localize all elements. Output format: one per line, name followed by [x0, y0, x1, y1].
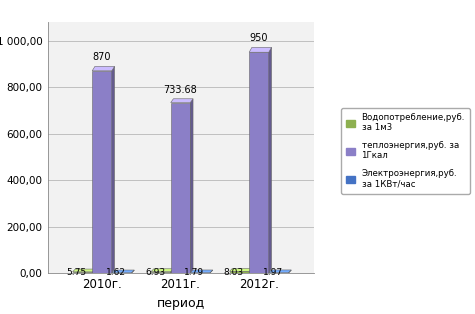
X-axis label: период: период — [156, 297, 205, 310]
Polygon shape — [210, 270, 213, 273]
Polygon shape — [249, 47, 272, 52]
Legend: Водопотребление,руб.
за 1м3, теплоэнергия,руб. за
1Гкал, Электроэнергия,руб.
за : Водопотребление,руб. за 1м3, теплоэнерги… — [341, 108, 470, 194]
Text: 8.03: 8.03 — [223, 268, 244, 277]
Bar — [171, 103, 190, 273]
Polygon shape — [132, 270, 134, 273]
Text: 1.79: 1.79 — [184, 268, 204, 278]
Polygon shape — [190, 270, 213, 273]
Text: 1.97: 1.97 — [263, 268, 283, 278]
Polygon shape — [229, 268, 252, 271]
Bar — [249, 52, 269, 273]
Polygon shape — [92, 66, 114, 71]
Bar — [229, 271, 249, 273]
Polygon shape — [269, 270, 291, 273]
Polygon shape — [171, 269, 173, 273]
Text: 5.75: 5.75 — [66, 268, 86, 277]
Polygon shape — [171, 99, 193, 103]
Polygon shape — [269, 47, 272, 273]
Text: 1.62: 1.62 — [106, 268, 126, 278]
Polygon shape — [151, 269, 173, 272]
Bar — [73, 272, 92, 273]
Text: 950: 950 — [250, 33, 268, 43]
Text: 733.68: 733.68 — [163, 84, 198, 95]
Polygon shape — [190, 99, 193, 273]
Bar — [92, 71, 112, 273]
Polygon shape — [73, 269, 95, 272]
Bar — [151, 272, 171, 273]
Polygon shape — [112, 270, 134, 273]
Polygon shape — [288, 270, 291, 273]
Text: 870: 870 — [93, 52, 111, 62]
Polygon shape — [92, 269, 95, 273]
Polygon shape — [249, 268, 252, 273]
Polygon shape — [112, 66, 114, 273]
Text: 6.93: 6.93 — [145, 268, 165, 277]
